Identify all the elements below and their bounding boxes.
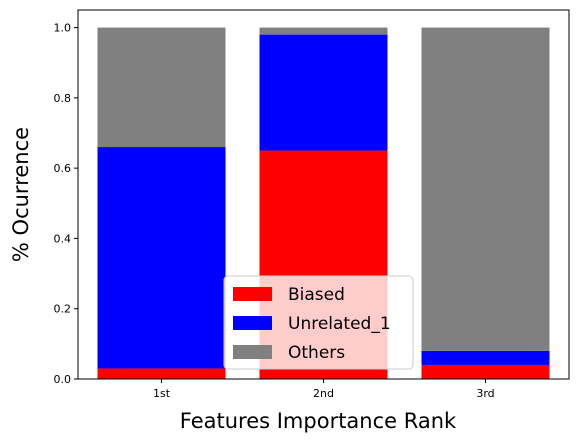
legend: Biased Unrelated_1 Others: [223, 275, 414, 370]
legend-swatch-unrelated-1: [233, 316, 272, 330]
legend-swatch-biased: [233, 287, 272, 301]
bar-others-3rd: [421, 27, 550, 351]
y-tick-label: 1.0: [54, 22, 72, 35]
legend-label-biased: Biased: [288, 285, 345, 305]
legend-label-others: Others: [288, 343, 345, 363]
bars-group: [97, 27, 550, 379]
y-axis-ticks: 0.0 0.2 0.4 0.6 0.8 1.0: [54, 22, 78, 386]
legend-swatch-others: [233, 345, 272, 359]
y-tick-label: 0.4: [54, 232, 72, 245]
y-tick-label: 0.0: [54, 373, 72, 386]
y-tick-label: 0.6: [54, 162, 72, 175]
x-tick-label: 1st: [153, 387, 171, 400]
x-axis-label: Features Importance Rank: [180, 409, 457, 433]
bar-others-2nd: [259, 27, 388, 35]
y-tick-label: 0.2: [54, 303, 72, 316]
legend-label-unrelated-1: Unrelated_1: [288, 314, 391, 334]
x-axis-ticks: 1st 2nd 3rd: [153, 379, 495, 400]
bar-unrelated-1-1st: [97, 147, 226, 369]
y-tick-label: 0.8: [54, 92, 72, 105]
bar-others-1st: [97, 27, 226, 148]
bar-biased-1st: [97, 368, 226, 379]
x-tick-label: 2nd: [313, 387, 334, 400]
bar-biased-3rd: [421, 364, 550, 379]
y-axis-label: % Ocurrence: [9, 127, 33, 262]
bar-unrelated-1-3rd: [421, 350, 550, 365]
x-tick-label: 3rd: [476, 387, 494, 400]
bar-unrelated-1-2nd: [259, 34, 388, 151]
